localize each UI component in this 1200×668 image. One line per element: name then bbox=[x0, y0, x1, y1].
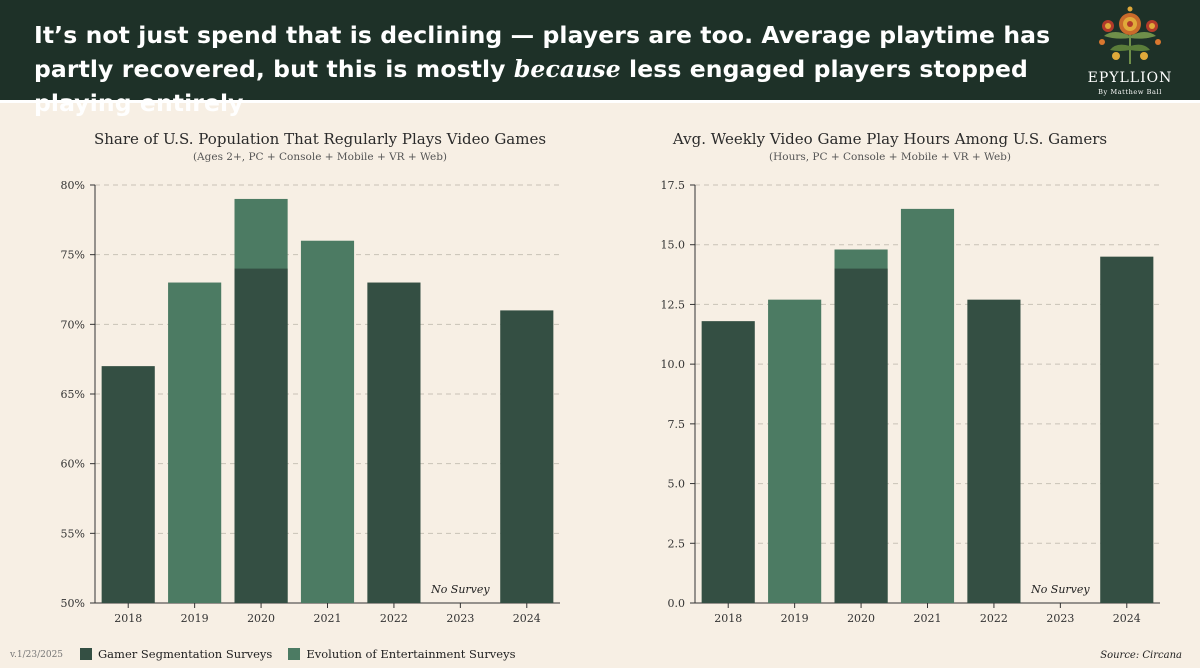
chart2-bar-2018-gamer-segmentation bbox=[701, 321, 755, 603]
chart2-ytick-label: 17.5 bbox=[661, 179, 686, 192]
epyllion-logo: EPYLLION By Matthew Ball bbox=[1082, 6, 1178, 102]
chart1-ytick-label: 50% bbox=[61, 597, 85, 610]
chart1-ytick-label: 75% bbox=[61, 249, 85, 262]
chart1-xtick-label-2020: 2020 bbox=[247, 612, 275, 625]
chart2-bar-2021-evolution-entertainment bbox=[900, 208, 955, 603]
chart2-weekly-hours: 0.0 2.5 5.0 7.5 10.0 12.5 15.0 17.5 2018 2019 2020… bbox=[661, 179, 1160, 625]
chart2-ytick-label: 12.5 bbox=[661, 298, 686, 311]
chart1-bar-2020-gamer-segmentation bbox=[234, 268, 288, 603]
chart2-xtick-label-2023: 2023 bbox=[1046, 612, 1074, 625]
chart2-subtitle: (Hours, PC + Console + Mobile + VR + Web… bbox=[769, 151, 1011, 163]
chart2-bar-2019-evolution-entertainment bbox=[768, 299, 822, 603]
chart1-ytick-label: 65% bbox=[61, 388, 85, 401]
chart1-xtick-label-2018: 2018 bbox=[114, 612, 142, 625]
chart2-xtick-label-2022: 2022 bbox=[980, 612, 1008, 625]
chart1-xtick-label-2019: 2019 bbox=[181, 612, 209, 625]
chart2-ytick-label: 5.0 bbox=[668, 478, 686, 491]
legend-label-gamer-segmentation: Gamer Segmentation Surveys bbox=[98, 647, 273, 661]
chart1-xtick-label-2023: 2023 bbox=[446, 612, 474, 625]
chart2-ytick-label: 7.5 bbox=[668, 418, 686, 431]
chart1-population-share: 50% 55% 60% 65% 70% 75% 80% 2018 2019 2020 2021 202… bbox=[61, 179, 560, 625]
chart1-ytick-label: 80% bbox=[61, 179, 85, 192]
chart1-title: Share of U.S. Population That Regularly … bbox=[93, 130, 547, 148]
chart2-xtick-label-2024: 2024 bbox=[1113, 612, 1141, 625]
legend-swatch-evolution-entertainment bbox=[288, 648, 301, 660]
chart1-subtitle: (Ages 2+, PC + Console + Mobile + VR + W… bbox=[192, 151, 448, 163]
headline-text-part2: less engaged players stopped playing ent… bbox=[34, 55, 1028, 117]
chart1-bar-2018-gamer-segmentation bbox=[101, 366, 155, 603]
chart2-ytick-label: 10.0 bbox=[661, 358, 686, 371]
legend-label-evolution-entertainment: Evolution of Entertainment Surveys bbox=[306, 647, 516, 661]
chart1-ytick-label: 70% bbox=[61, 318, 85, 331]
chart1-xtick-label-2022: 2022 bbox=[380, 612, 408, 625]
chart1-bar-2022-gamer-segmentation bbox=[367, 282, 421, 603]
chart2-xtick-label-2020: 2020 bbox=[847, 612, 875, 625]
legend-item-evolution-entertainment: Evolution of Entertainment Surveys bbox=[288, 647, 516, 661]
chart2-bar-2024-gamer-segmentation bbox=[1100, 256, 1154, 603]
header-banner: It’s not just spend that is declining — … bbox=[0, 0, 1200, 117]
legend-swatch-gamer-segmentation bbox=[80, 648, 92, 660]
chart1-annotation-no-survey: No Survey bbox=[430, 583, 490, 596]
chart1-bar-2024-gamer-segmentation bbox=[500, 310, 554, 603]
chart2-xtick-label-2021: 2021 bbox=[914, 612, 942, 625]
logo-byline: By Matthew Ball bbox=[1098, 88, 1162, 96]
headline-emphasis: because bbox=[513, 55, 621, 83]
chart1-xtick-label-2021: 2021 bbox=[314, 612, 342, 625]
chart2-xtick-label-2018: 2018 bbox=[714, 612, 742, 625]
chart1-ytick-label: 55% bbox=[61, 527, 85, 540]
chart2-ytick-label: 2.5 bbox=[668, 537, 686, 550]
chart-legend: Gamer Segmentation Surveys Evolution of … bbox=[80, 646, 532, 662]
legend-item-gamer-segmentation: Gamer Segmentation Surveys bbox=[80, 647, 272, 661]
headline: It’s not just spend that is declining — … bbox=[34, 18, 1074, 120]
chart2-bar-2020-gamer-segmentation bbox=[834, 268, 888, 603]
chart2-bar-2022-gamer-segmentation bbox=[967, 299, 1021, 603]
chart1-bar-2019-evolution-entertainment bbox=[168, 282, 222, 603]
chart2-ytick-label: 15.0 bbox=[661, 239, 686, 252]
chart2-ytick-label: 0.0 bbox=[668, 597, 686, 610]
headline-text-part1: It’s not just spend that is declining — … bbox=[34, 21, 1051, 83]
folk-flower-icon bbox=[1099, 6, 1161, 64]
source-credit: Source: Circana bbox=[1100, 650, 1182, 661]
version-label: v.1/23/2025 bbox=[10, 650, 64, 660]
chart1-bar-2021-evolution-entertainment bbox=[300, 240, 355, 603]
logo-name: EPYLLION bbox=[1087, 70, 1173, 86]
chart1-xtick-label-2024: 2024 bbox=[513, 612, 541, 625]
chart2-annotation-no-survey: No Survey bbox=[1030, 583, 1090, 596]
chart2-xtick-label-2019: 2019 bbox=[781, 612, 809, 625]
chart2-title: Avg. Weekly Video Game Play Hours Among … bbox=[672, 130, 1108, 148]
chart1-ytick-label: 60% bbox=[61, 458, 85, 471]
